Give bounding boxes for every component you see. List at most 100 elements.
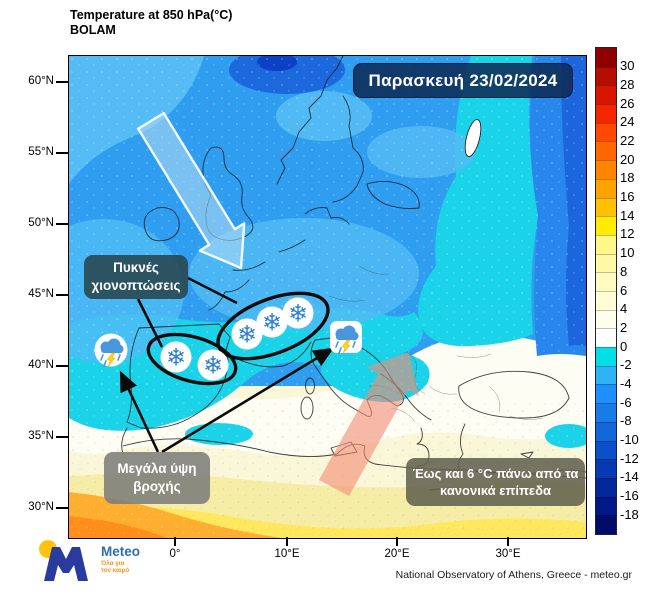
snow-zone-ellipse-east <box>216 291 330 361</box>
warm-anomaly-label-line1: Έως και 6 °C πάνω από τα <box>412 465 579 481</box>
colorbar-segment <box>596 141 616 161</box>
logo-m <box>44 547 88 581</box>
colorbar-segment <box>596 48 616 67</box>
colorbar-segment <box>596 160 616 179</box>
snowfall-label-line1: Πυκνές <box>113 260 159 276</box>
snowflake-icon <box>282 297 314 329</box>
colorbar-segment <box>596 66 616 86</box>
colorbar-tick-label: -4 <box>620 375 632 391</box>
colorbar-segment <box>596 234 616 254</box>
colorbar-tick-label: 18 <box>620 170 635 186</box>
snowfall-label-line2: χιονοπτώσεις <box>91 278 181 293</box>
lat-tick <box>56 223 68 225</box>
lat-tick <box>56 436 68 438</box>
map-area: ❄ <box>68 55 587 539</box>
colorbar-segment <box>596 253 616 273</box>
colorbar-tick-label: 2 <box>620 319 628 335</box>
rainfall-label-line2: βροχής <box>133 479 181 494</box>
colorbar-segment <box>596 122 616 142</box>
colorbar-segment <box>596 328 616 348</box>
lon-tick-label: 0° <box>169 548 181 560</box>
lat-tick-label: 50°N <box>28 217 54 229</box>
colorbar-tick-label: -10 <box>620 432 639 448</box>
lat-tick <box>56 507 68 509</box>
colorbar-tick-label: 12 <box>620 226 635 242</box>
colorbar-tick-label: 20 <box>620 151 635 167</box>
lon-tick <box>507 537 509 546</box>
colorbar-segment <box>596 459 616 478</box>
colorbar-tick-label: -16 <box>620 488 639 504</box>
chart-title-block: Temperature at 850 hPa(°C) BOLAM <box>70 8 232 38</box>
lat-tick <box>56 294 68 296</box>
lat-tick-label: 35°N <box>28 430 54 442</box>
colorbar-tick-label: 24 <box>620 114 635 130</box>
attribution: National Observatory of Athens, Greece -… <box>395 569 632 581</box>
colorbar-tick-label: 4 <box>620 301 628 317</box>
lat-tick-label: 30°N <box>28 501 54 513</box>
colorbar-tick-label: 8 <box>620 263 628 279</box>
lat-tick-label: 40°N <box>28 359 54 371</box>
model-name: BOLAM <box>70 23 116 37</box>
rainfall-label-line1: Μεγάλα ύψη <box>117 461 197 477</box>
colorbar-tick-label: 26 <box>620 95 635 111</box>
logo-brand: Meteo <box>101 544 141 559</box>
temperature-colorbar <box>595 47 617 535</box>
colorbar-tick-label: -14 <box>620 469 639 485</box>
colorbar-tick-label: 14 <box>620 207 635 223</box>
logo-text-block: Meteo Όλα για τον καιρό <box>101 539 140 574</box>
lat-tick-label: 55°N <box>28 146 54 158</box>
lake <box>464 119 482 157</box>
colorbar-tick-label: 16 <box>620 189 635 205</box>
colorbar-segment <box>596 384 616 404</box>
cold-air-arrow <box>136 112 246 270</box>
lon-tick <box>396 537 398 546</box>
callout-lines <box>119 276 335 454</box>
colorbar-segment <box>596 178 616 198</box>
colorbar-tick-label: -2 <box>620 357 632 373</box>
colorbar-tick-label: 6 <box>620 282 628 298</box>
date-badge: Παρασκευή 23/02/2024 <box>353 63 573 98</box>
colorbar-segment <box>596 515 616 534</box>
colorbar-segment <box>596 477 616 497</box>
lat-tick <box>56 81 68 83</box>
colorbar-segment <box>596 309 616 329</box>
colorbar-segment <box>596 216 616 235</box>
logo-tagline: Όλα για τον καιρό <box>101 560 140 574</box>
colorbar-segment <box>596 440 616 460</box>
logo-tagline-line1: Όλα για <box>101 560 125 567</box>
colorbar-tick-label: 22 <box>620 132 635 148</box>
colorbar-segment <box>596 403 616 422</box>
rainfall-label: Μεγάλα ύψη βροχής <box>104 452 210 504</box>
rain-storm-icon-spain <box>94 333 128 368</box>
lat-tick-label: 60°N <box>28 75 54 87</box>
colorbar-tick-label: -6 <box>620 394 632 410</box>
colorbar-tick-label: -8 <box>620 413 632 429</box>
lon-tick-label: 20°E <box>384 548 410 560</box>
colorbar-tick-label: 28 <box>620 76 635 92</box>
colorbar-segment <box>596 104 616 123</box>
colorbar-tick-label: 10 <box>620 245 635 261</box>
lat-tick-label: 45°N <box>28 288 54 300</box>
lon-tick <box>286 537 288 546</box>
warm-air-arrow <box>319 352 419 496</box>
warm-anomaly-label: Έως και 6 °C πάνω από τα κανονικά επίπεδ… <box>406 458 585 506</box>
meteo-logo: Meteo Όλα για τον καιρό <box>38 539 140 585</box>
colorbar-tick-label: -12 <box>620 450 639 466</box>
lon-tick-label: 30°E <box>495 548 521 560</box>
colorbar-segment <box>596 291 616 310</box>
colorbar-segment <box>596 365 616 385</box>
lat-tick <box>56 152 68 154</box>
colorbar-tick-label: -18 <box>620 506 639 522</box>
colorbar-segment <box>596 421 616 441</box>
lon-tick-label: 10°E <box>274 548 300 560</box>
meteo-logo-icon <box>39 540 88 581</box>
colorbar-tick-label: 0 <box>620 338 628 354</box>
snowflake-icon <box>160 341 192 373</box>
chart-title: Temperature at 850 hPa(°C) <box>70 8 233 22</box>
snowflake-icon <box>197 349 229 381</box>
lon-tick <box>174 537 176 546</box>
colorbar-segment <box>596 347 616 366</box>
colorbar-segment <box>596 85 616 105</box>
lat-tick <box>56 365 68 367</box>
